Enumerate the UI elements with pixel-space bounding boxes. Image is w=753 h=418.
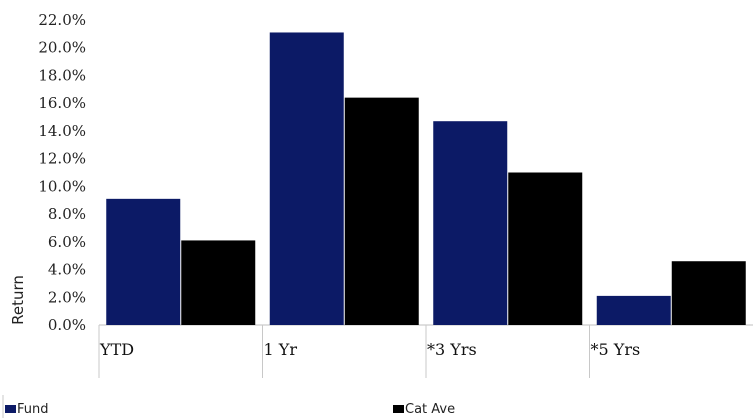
y-tick-label: 6.0% (48, 233, 86, 251)
y-tick-label: 4.0% (48, 261, 86, 279)
legend-swatch (5, 405, 16, 413)
legend: Fund Cat Ave (2, 395, 455, 418)
y-tick-label: 22.0% (38, 11, 86, 29)
y-tick-label: 14.0% (38, 122, 86, 140)
y-tick-label: 2.0% (48, 288, 86, 306)
bar-cat-ave-3 (671, 261, 746, 325)
x-category-label: YTD (99, 340, 134, 359)
x-category-label: *3 Yrs (427, 340, 477, 359)
legend-label: Cat Ave (405, 402, 455, 417)
bars (106, 32, 746, 326)
y-tick-label: 0.0% (48, 316, 86, 334)
bar-fund-3 (596, 295, 671, 325)
y-tick-label: 10.0% (38, 177, 86, 195)
y-tick-label: 8.0% (48, 205, 86, 223)
y-tick-label: 12.0% (38, 150, 86, 168)
x-category-label: 1 Yr (264, 340, 298, 359)
legend-label: Fund (17, 402, 49, 417)
bar-fund-1 (269, 32, 344, 326)
y-tick-label: 18.0% (38, 66, 86, 84)
bar-fund-0 (106, 198, 181, 325)
category-separators (98, 325, 590, 378)
bar-cat-ave-1 (344, 97, 419, 326)
legend-swatch (393, 405, 404, 413)
y-axis-ticks: 0.0% 2.0% 4.0% 6.0% 8.0% 10.0% 12.0% 14.0% 16.0%… (38, 11, 86, 334)
category-labels: YTD 1 Yr *3 Yrs *5 Yrs (99, 340, 640, 359)
bar-cat-ave-2 (508, 172, 583, 325)
y-tick-label: 20.0% (38, 39, 86, 57)
bar-fund-2 (433, 121, 508, 325)
y-tick-label: 16.0% (38, 94, 86, 112)
bar-cat-ave-0 (181, 240, 256, 325)
y-axis-title: Return (9, 275, 27, 325)
x-category-label: *5 Yrs (591, 340, 641, 359)
